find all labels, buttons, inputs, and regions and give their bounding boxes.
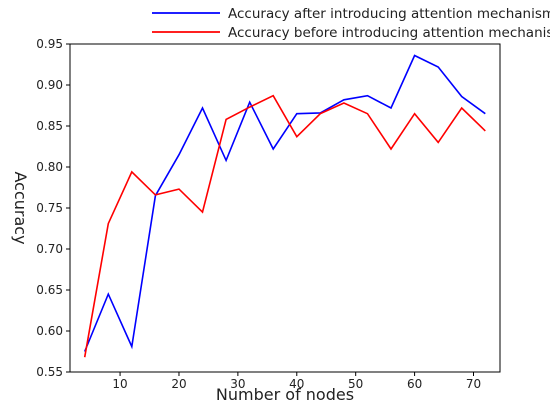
y-tick-label: 0.70 [36,242,63,256]
legend: Accuracy after introducing attention mec… [152,6,550,41]
y-tick-label: 0.85 [36,119,63,133]
x-tick-label: 40 [289,377,304,391]
y-tick-label: 0.80 [36,160,63,174]
x-axis: 10 20 30 40 50 60 70 [112,372,481,391]
y-tick-label: 0.65 [36,283,63,297]
y-tick-label: 0.90 [36,78,63,92]
y-tick-label: 0.55 [36,365,63,379]
y-axis-title: Accuracy [11,171,30,244]
x-tick-label: 30 [230,377,245,391]
x-tick-label: 50 [348,377,363,391]
y-tick-label: 0.60 [36,324,63,338]
y-tick-label: 0.95 [36,37,63,51]
legend-label: Accuracy after introducing attention mec… [228,6,550,22]
x-tick-label: 20 [171,377,186,391]
series-line-after-attention [83,54,486,352]
legend-label: Accuracy before introducing attention me… [228,25,550,41]
plot-frame [69,43,501,373]
x-axis-title: Number of nodes [216,385,354,404]
y-tick-label: 0.75 [36,201,63,215]
series-layer [83,54,486,358]
x-tick-label: 60 [407,377,422,391]
series-line-before-attention [83,94,486,358]
x-tick-label: 70 [466,377,481,391]
y-axis: 0.55 0.60 0.65 0.70 0.75 0.80 0.85 0.90 0.95 [36,37,70,379]
x-tick-label: 10 [112,377,127,391]
